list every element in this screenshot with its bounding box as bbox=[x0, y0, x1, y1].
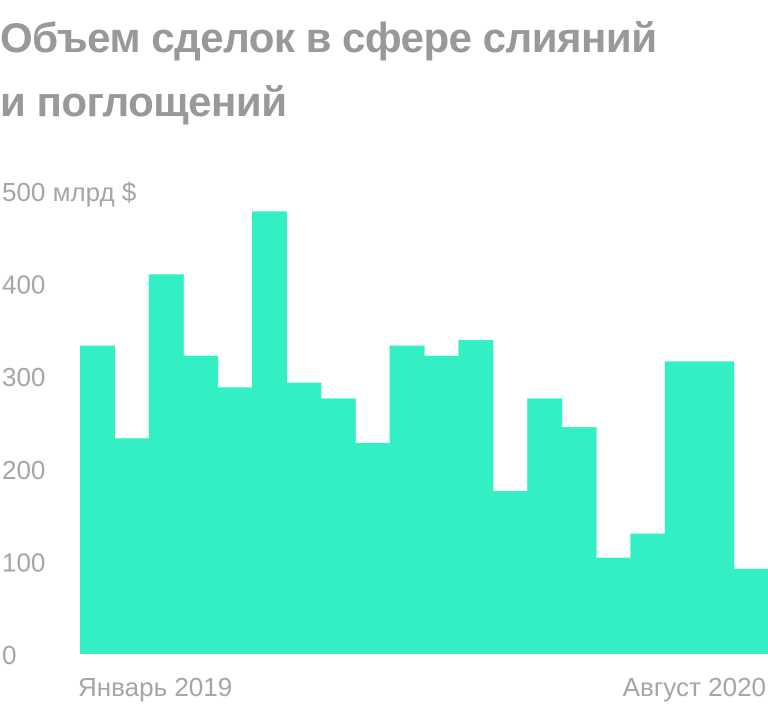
y-tick-label: 200 bbox=[2, 455, 45, 485]
bar-2019-06 bbox=[252, 211, 287, 654]
y-tick-label: 300 bbox=[2, 362, 45, 392]
bar-2019-07 bbox=[286, 382, 322, 654]
bar-2020-04 bbox=[596, 557, 631, 654]
x-tick-label-last: Август 2020 bbox=[623, 672, 766, 702]
bar-2019-08 bbox=[320, 398, 356, 654]
bar-2020-02 bbox=[527, 398, 563, 654]
bar-2019-12 bbox=[458, 340, 494, 654]
bar-2020-05 bbox=[630, 533, 666, 654]
bar-2019-10 bbox=[389, 345, 425, 654]
y-tick-label: 100 bbox=[2, 547, 45, 577]
bar-2020-03 bbox=[561, 427, 597, 654]
bar-2020-07 bbox=[699, 361, 735, 654]
bar-2019-05 bbox=[217, 387, 253, 654]
bars bbox=[80, 211, 768, 654]
bar-2019-02 bbox=[114, 438, 150, 654]
y-tick-label: 500 млрд $ bbox=[2, 177, 137, 207]
y-tick-label: 0 bbox=[2, 640, 16, 670]
bar-2020-08 bbox=[733, 568, 768, 654]
bar-2019-09 bbox=[355, 442, 391, 654]
chart-title: Объем сделок в сфере слияний и поглощений bbox=[0, 14, 657, 125]
bar-2020-01 bbox=[492, 491, 528, 654]
bar-2019-03 bbox=[148, 274, 184, 654]
bar-2019-11 bbox=[424, 355, 459, 654]
bar-2020-06 bbox=[664, 361, 700, 654]
bar-2019-04 bbox=[183, 355, 219, 654]
bar-2019-01 bbox=[80, 345, 115, 654]
x-tick-label-first: Январь 2019 bbox=[78, 672, 232, 702]
y-tick-label: 400 bbox=[2, 270, 45, 300]
y-axis: 0 100 200 300 400 500 млрд $ bbox=[2, 177, 137, 670]
